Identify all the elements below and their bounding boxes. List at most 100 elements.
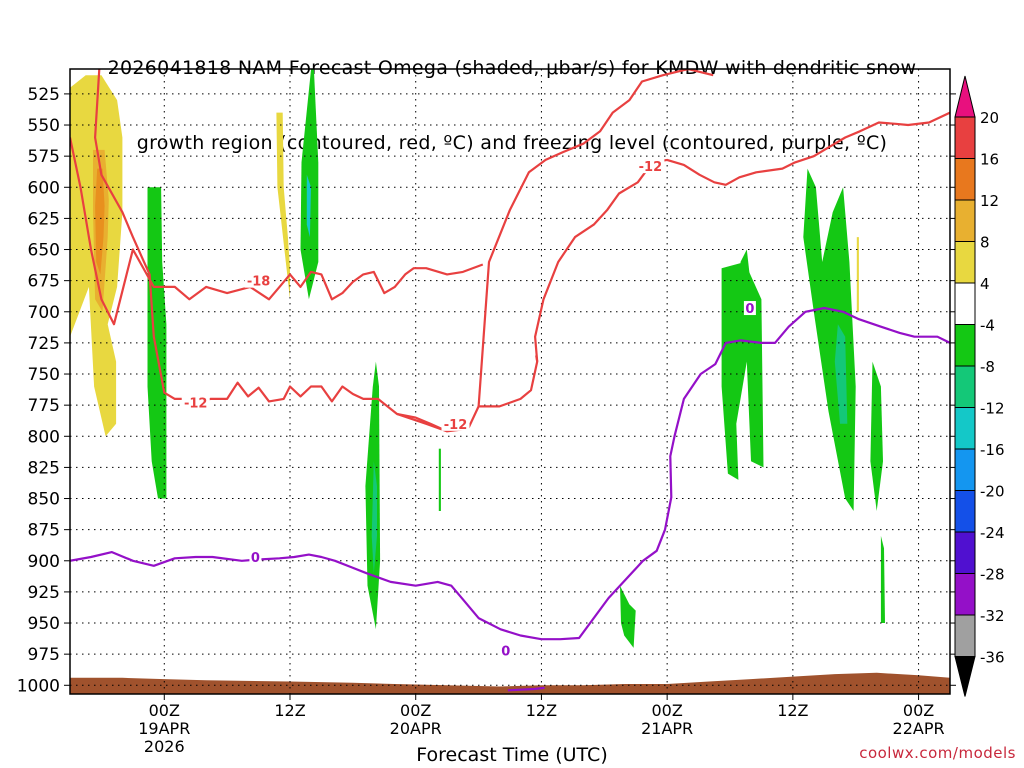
colorbar-top-triangle — [954, 75, 976, 118]
y-tick-label: 875 — [28, 521, 60, 541]
x-tick-date: 21APR — [641, 719, 693, 738]
y-tick-label: 600 — [28, 178, 60, 198]
colorbar-label: 20 — [980, 109, 999, 127]
omega-region-orange-12 — [95, 168, 105, 275]
watermark: coolwx.com/models — [859, 744, 1016, 762]
colorbar-swatch-cm32 — [954, 614, 976, 657]
colorbar-swatch-c4 — [954, 241, 976, 284]
colorbar-swatch-cm4 — [954, 324, 976, 367]
contour-label-bg — [499, 643, 512, 658]
y-tick-label: 725 — [28, 334, 60, 354]
colorbar-swatch-cm12 — [954, 407, 976, 450]
x-tick-label: 12Z — [526, 701, 557, 720]
contour-label-bg — [249, 550, 262, 565]
x-tick-label: 12Z — [274, 701, 305, 720]
colorbar-label: -32 — [980, 607, 1005, 625]
colorbar-swatch-cm24 — [954, 531, 976, 574]
y-tick-label: 575 — [28, 147, 60, 167]
y-tick-label: 550 — [28, 116, 60, 136]
y-tick-label: 950 — [28, 614, 60, 634]
contour-label-bg — [441, 416, 470, 431]
x-axis-title: Forecast Time (UTC) — [416, 744, 608, 766]
contour--12-top — [396, 412, 448, 433]
colorbar-label: 8 — [980, 234, 990, 252]
x-tick-date: 22APR — [893, 719, 945, 738]
y-tick-label: 650 — [28, 241, 60, 261]
colorbar-label: 16 — [980, 151, 999, 169]
y-tick-label: 700 — [28, 303, 60, 323]
omega-region-yellow-22Z — [856, 237, 859, 312]
colorbar-swatch-cm16 — [954, 448, 976, 491]
terrain — [70, 672, 950, 694]
colorbar-label: -36 — [980, 649, 1005, 667]
y-tick-label: 825 — [28, 458, 60, 478]
colorbar-swatch-c16 — [954, 116, 976, 159]
colorbar-label: -24 — [980, 524, 1005, 542]
x-tick-label: 00Z — [903, 701, 934, 720]
y-tick-label: 800 — [28, 427, 60, 447]
x-tick-label: 00Z — [149, 701, 180, 720]
omega-region-green-h — [880, 535, 885, 623]
x-tick-date: 20APR — [390, 719, 442, 738]
colorbar-swatch-c12 — [954, 158, 976, 201]
colorbar-swatch-c8 — [954, 199, 976, 242]
colorbar-label: -8 — [980, 358, 995, 376]
contour-0-freezing — [70, 306, 950, 641]
contour-label: 0 — [251, 551, 260, 566]
omega-region-green-i — [620, 585, 636, 648]
colorbar-bottom-triangle — [954, 656, 976, 697]
omega-region-cyan-b — [306, 174, 311, 238]
omega-region-yellow-4b — [70, 75, 102, 337]
y-tick-label: 975 — [28, 645, 60, 665]
contour--12-main — [535, 355, 539, 362]
contour-label-bg — [244, 273, 273, 288]
y-tick-label: 925 — [28, 583, 60, 603]
colorbar-label: -28 — [980, 566, 1005, 584]
omega-region-green-b — [300, 69, 319, 300]
omega-region-green-f — [803, 168, 856, 511]
colorbar-label: -12 — [980, 400, 1005, 418]
contour--12-upper — [477, 69, 714, 407]
contour-label: -18 — [247, 275, 271, 290]
contour-label-bg — [743, 301, 756, 316]
plot-frame — [69, 68, 951, 695]
colorbar-label: -16 — [980, 441, 1005, 459]
y-tick-label: 750 — [28, 365, 60, 385]
y-tick-label: 625 — [28, 209, 60, 229]
x-tick-label: 00Z — [400, 701, 431, 720]
omega-region-teal-c — [371, 461, 377, 574]
omega-region-green-g — [870, 361, 883, 511]
contour--18 — [70, 137, 484, 326]
omega-region-teal-f — [834, 324, 848, 424]
y-tick-label: 675 — [28, 272, 60, 292]
contour-label: 0 — [745, 302, 754, 317]
colorbar-label: 4 — [980, 275, 990, 293]
colorbar: 20 16 12 8 4 -4 -8 -12 -16 -20 -24 -28 -32 -36 — [954, 75, 1005, 697]
y-tick-label: 850 — [28, 490, 60, 510]
x-tick-year: 2026 — [144, 737, 185, 756]
plot-clip-group: -18 -12 -12 -12 0 0 0 — [70, 69, 950, 694]
omega-region-green-d — [438, 448, 441, 511]
omega-region-yellow-12Z-a — [276, 112, 290, 300]
y-tick-label: 900 — [28, 552, 60, 572]
contour-0-surface — [507, 686, 545, 692]
y-tick-label: 1000 — [17, 676, 60, 696]
x-tick-date: 19APR — [138, 719, 190, 738]
colorbar-swatch-cm20 — [954, 490, 976, 533]
contour--12 — [94, 69, 950, 433]
contour-label: -12 — [444, 418, 468, 433]
contour-label: 0 — [501, 644, 510, 659]
contour-label-bg — [636, 159, 665, 174]
y-tick-label: 775 — [28, 396, 60, 416]
colorbar-label: -4 — [980, 317, 995, 335]
x-tick-label: 00Z — [651, 701, 682, 720]
omega-region-green-e2 — [740, 249, 751, 312]
contour-label: -12 — [184, 397, 208, 412]
colorbar-swatch-c0 — [954, 282, 976, 325]
x-tick-label: 12Z — [777, 701, 808, 720]
contour-label-bg — [181, 395, 210, 410]
omega-region-green-c — [365, 361, 381, 630]
colorbar-swatch-cm8 — [954, 365, 976, 408]
omega-region-green-e — [721, 262, 764, 480]
